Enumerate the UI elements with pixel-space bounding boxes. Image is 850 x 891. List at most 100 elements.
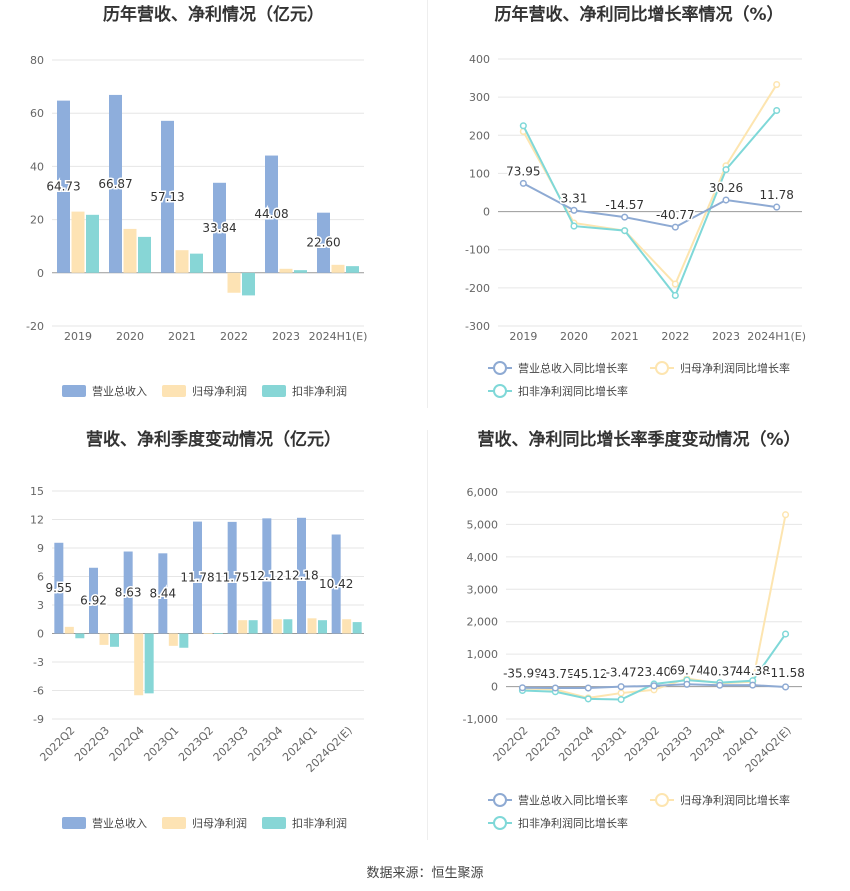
bar-deducted-profit: [144, 633, 154, 694]
y-tick-label: 5,000: [467, 518, 499, 531]
data-label: 40.37: [703, 664, 737, 678]
legend-swatch-icon: [62, 385, 86, 397]
y-tick-label: -20: [26, 320, 44, 333]
bar-revenue: [297, 517, 306, 634]
data-source-footer: 数据来源：恒生聚源: [366, 866, 484, 881]
bar-revenue: [227, 521, 237, 634]
bar-revenue: [262, 518, 272, 634]
legend-swatch-icon: [262, 385, 286, 397]
data-label: 6.92: [80, 594, 107, 608]
x-tick-label: 2024H1(E): [309, 330, 368, 343]
data-label: 66.87: [98, 177, 132, 191]
x-tick-label: 2023Q1: [141, 724, 181, 764]
chart-title: 历年营收、净利同比增长率情况（%）: [494, 4, 783, 25]
y-tick-label: 100: [469, 167, 490, 180]
x-tick-label: 2022Q2: [491, 724, 531, 764]
y-tick-label: 60: [30, 107, 44, 120]
chart-annual-growth: 历年营收、净利同比增长率情况（%） -300 -200 -100 0 100 200 300 4…: [428, 0, 850, 410]
bar-net-profit: [203, 633, 213, 634]
data-label: 12.12: [250, 569, 284, 583]
bar-net-profit: [175, 250, 189, 273]
x-tick-label: 2023Q3: [655, 724, 695, 764]
series-point: [621, 227, 629, 235]
y-tick-label: 12: [30, 514, 44, 527]
series-point: [716, 681, 724, 689]
chart-quarterly-bar: 营收、净利季度变动情况（亿元） -9 -6 -3 0 3 6 9 12 15 9.55 6.92 8.6…: [0, 425, 427, 845]
x-tick-label: 2023Q2: [622, 724, 662, 764]
series-point: [722, 166, 730, 174]
data-label: -43.75: [536, 667, 575, 681]
bar-net-profit: [64, 626, 74, 634]
series-point: [617, 695, 625, 704]
bar-revenue: [54, 542, 64, 634]
series-point: [584, 695, 592, 703]
data-label: -45.12: [569, 667, 608, 681]
bar-deducted-profit: [294, 270, 307, 273]
x-tick-label: 2023: [272, 330, 300, 343]
bar-net-profit: [307, 618, 317, 634]
data-label: 69.74: [670, 663, 704, 677]
series-point: [782, 683, 790, 691]
chart-quarterly-growth-svg: 营收、净利同比增长率季度变动情况（%） -1,000 0 1,000 2,000 3,00…: [463, 429, 806, 830]
data-label: 8.44: [149, 586, 176, 600]
y-tick-label: -9: [33, 713, 44, 726]
x-tick-label: 2022Q2: [37, 724, 77, 764]
chart-annual-growth-svg: 历年营收、净利同比增长率情况（%） -300 -200 -100 0 100 200 300 4…: [465, 4, 806, 398]
legend-label: 营业总收入同比增长率: [518, 793, 628, 807]
series-point: [773, 106, 781, 115]
x-tick-label: 2022Q4: [107, 724, 147, 764]
legend-marker-icon: [655, 793, 669, 807]
series-point: [518, 684, 526, 692]
bar-deducted-profit: [242, 272, 255, 296]
bar-revenue: [123, 551, 133, 634]
x-tick-label: 2021: [168, 330, 196, 343]
x-tick-label: 2021: [611, 330, 639, 343]
bar-deducted-profit: [110, 633, 119, 647]
x-tick-label: 2023Q4: [245, 724, 285, 764]
y-tick-label: 0: [491, 681, 498, 694]
series-point: [671, 291, 679, 300]
x-tick-label: 2023Q3: [211, 724, 251, 764]
y-tick-label: 15: [30, 485, 44, 498]
data-label: 30.26: [709, 181, 743, 195]
bar-deducted-profit: [86, 214, 99, 273]
legend-swatch-icon: [262, 817, 286, 829]
data-label: 22.60: [306, 236, 340, 250]
bar-net-profit: [331, 264, 345, 273]
data-label: 3.31: [561, 191, 588, 205]
bar-net-profit: [71, 211, 85, 273]
chart-annual-bar: 历年营收、净利情况（亿元） -20 0 20 40 60 80 64.73 66.87 57.13…: [0, 0, 427, 410]
y-tick-label: 3,000: [467, 583, 499, 596]
y-tick-label: 0: [37, 267, 44, 280]
series-point: [650, 682, 658, 690]
x-tick-label: 2023Q2: [176, 724, 216, 764]
bar-net-profit: [123, 228, 137, 273]
data-label: 57.13: [150, 190, 184, 204]
series-point: [671, 280, 679, 288]
y-tick-label: 3: [37, 599, 44, 612]
chart-title: 历年营收、净利情况（亿元）: [103, 4, 324, 25]
legend-label: 营业总收入同比增长率: [518, 361, 628, 375]
y-tick-label: 1,000: [467, 648, 499, 661]
chart-title: 营收、净利同比增长率季度变动情况（%）: [477, 429, 800, 450]
bar-deducted-profit: [318, 620, 327, 634]
bar-net-profit: [168, 633, 178, 646]
series-point: [621, 213, 629, 221]
x-tick-label: 2019: [509, 330, 537, 343]
bar-revenue: [331, 534, 341, 634]
y-tick-label: 400: [469, 53, 490, 66]
bar-revenue: [89, 567, 98, 634]
x-tick-label: 2022Q3: [72, 724, 112, 764]
bar-revenue: [193, 521, 202, 634]
data-label: 64.73: [46, 180, 80, 194]
legend-label: 归母净利润: [192, 384, 247, 398]
bar-deducted-profit: [75, 633, 85, 639]
bar-deducted-profit: [138, 236, 151, 273]
series-point: [773, 203, 781, 211]
series-point: [519, 122, 527, 130]
legend-label: 扣非净利润同比增长率: [518, 816, 628, 830]
bar-net-profit: [238, 620, 248, 634]
bar-deducted-profit: [346, 266, 359, 273]
series-point: [773, 81, 781, 89]
y-tick-label: 6,000: [467, 486, 499, 499]
